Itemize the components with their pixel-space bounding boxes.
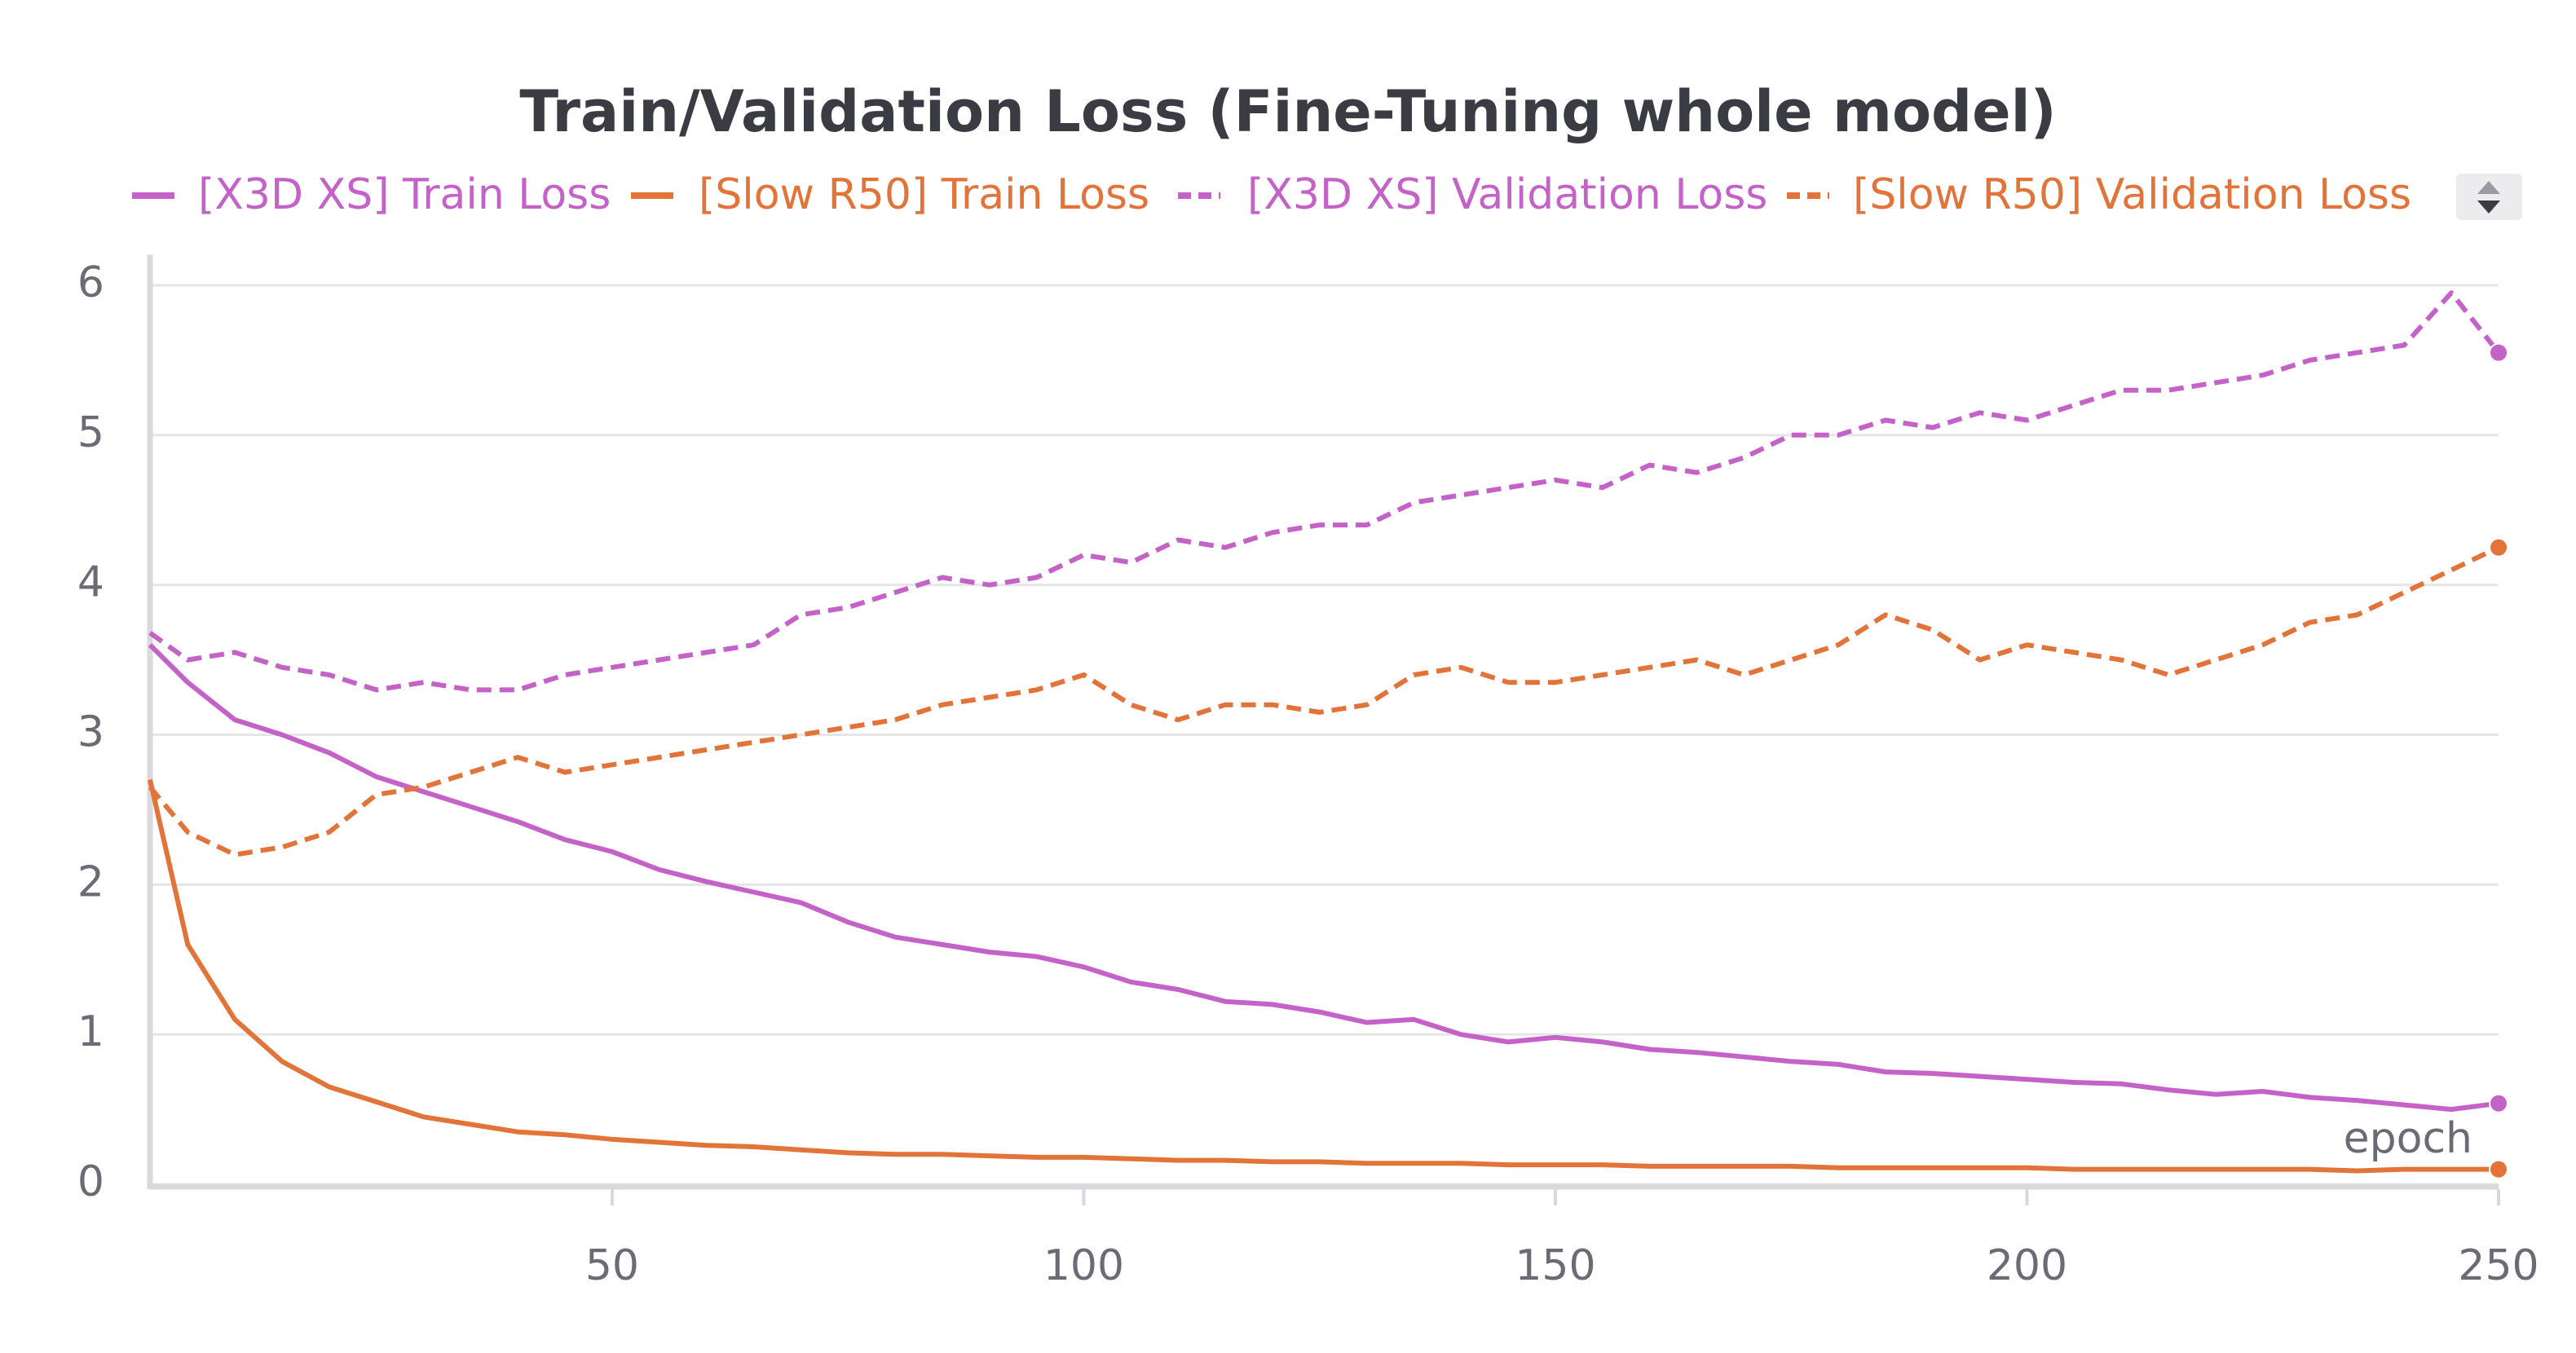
- x-tick-label: 50: [585, 1241, 639, 1290]
- series-line: [148, 290, 2501, 693]
- x-tick-label: 200: [1987, 1241, 2067, 1290]
- end-point: [2489, 537, 2508, 558]
- y-tick-label: 5: [77, 408, 104, 457]
- x-tick-label: 250: [2458, 1241, 2539, 1290]
- legend-scroll-button[interactable]: [2456, 174, 2522, 220]
- chart-title: Train/Validation Loss (Fine-Tuning whole…: [519, 78, 2056, 145]
- end-point: [2489, 1159, 2508, 1179]
- y-tick-label: 4: [77, 558, 104, 607]
- series-line: [148, 643, 2499, 1113]
- scroll-down-arrow[interactable]: [2477, 201, 2500, 214]
- x-tick-label: 150: [1515, 1241, 1595, 1290]
- y-tick-label: 1: [77, 1007, 104, 1056]
- y-tick-label: 3: [77, 708, 104, 757]
- x-tick-label: 100: [1043, 1241, 1124, 1290]
- legend-label: [Slow R50] Validation Loss: [1853, 170, 2411, 219]
- legend-scroll[interactable]: [2456, 174, 2522, 220]
- legend-label: [X3D XS] Validation Loss: [1247, 170, 1767, 219]
- y-tick-label: 6: [77, 258, 104, 307]
- end-point: [2489, 1093, 2508, 1113]
- legend-label: [Slow R50] Train Loss: [699, 170, 1149, 219]
- y-tick-label: 2: [77, 857, 104, 906]
- x-axis-label: epoch: [2344, 1114, 2472, 1163]
- end-point: [2489, 342, 2508, 363]
- series-line: [148, 544, 2500, 857]
- scroll-up-arrow[interactable]: [2477, 181, 2500, 194]
- series-line: [148, 778, 2499, 1174]
- legend-label: [X3D XS] Train Loss: [198, 170, 611, 219]
- y-tick-label: 0: [77, 1157, 104, 1206]
